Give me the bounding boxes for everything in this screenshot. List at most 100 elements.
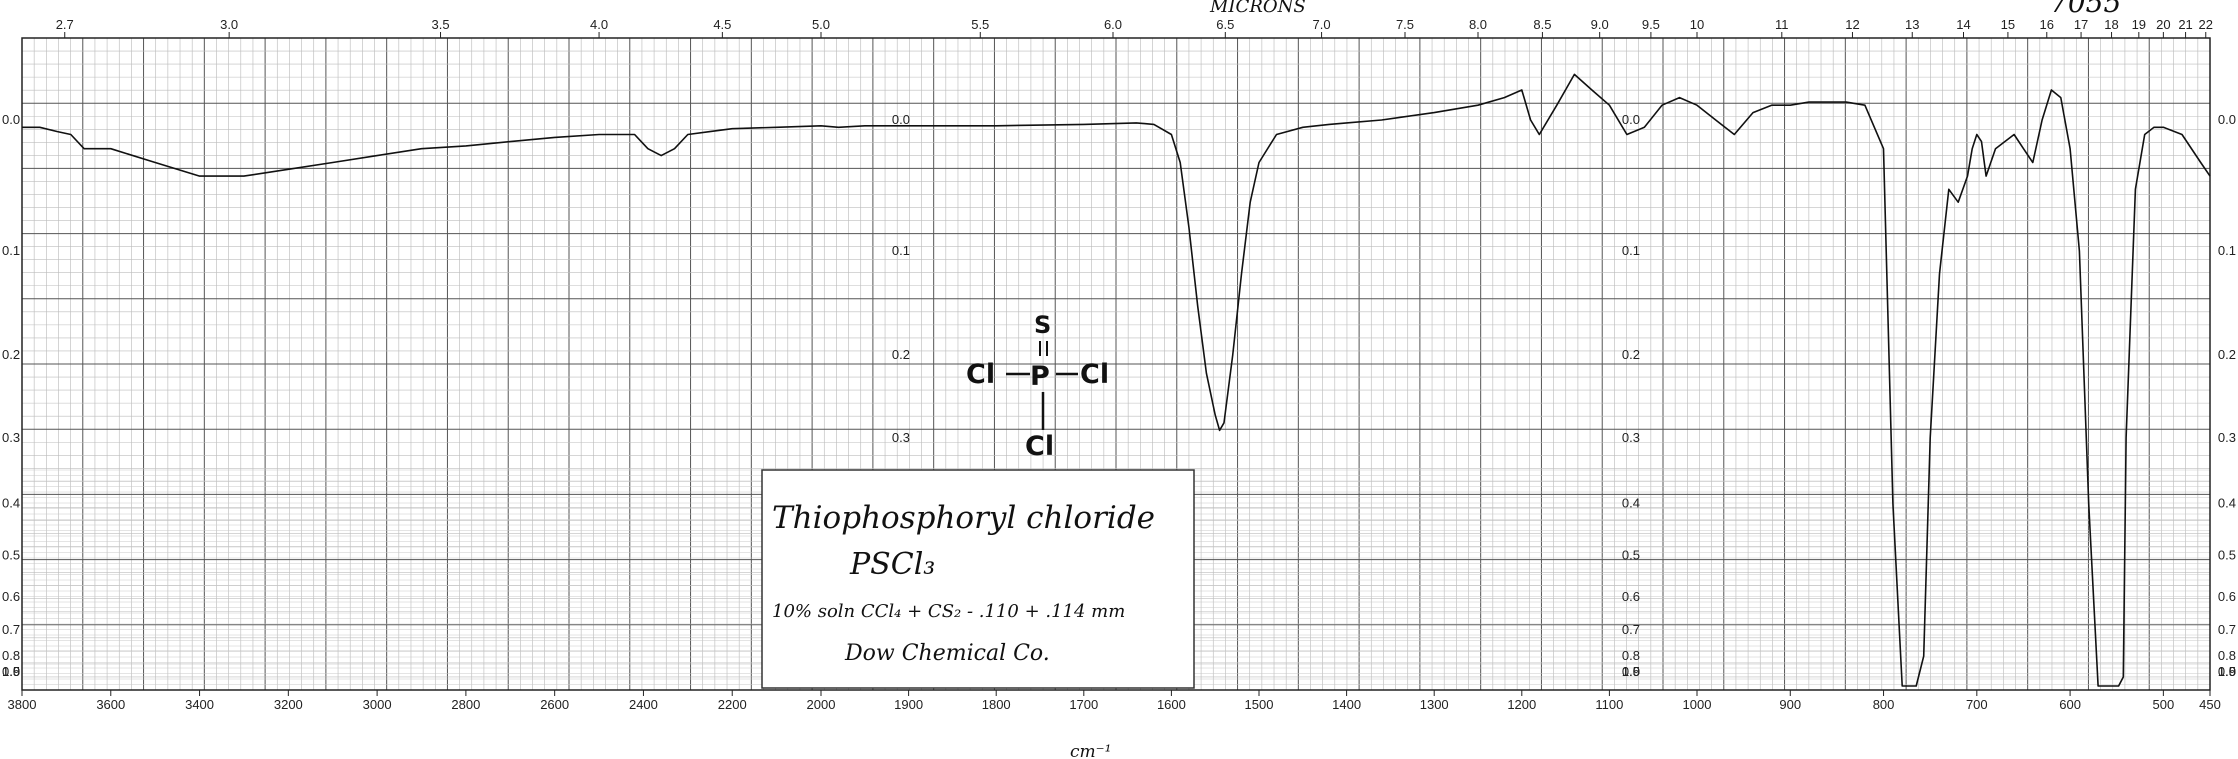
y-tick-label: 0.7: [2218, 622, 2236, 637]
y-axis-ticks-mid2: 0.0 0.1 0.2 0.3 0.4 0.5 0.6 0.7 0.80.91.01.5: [1622, 112, 1640, 679]
micron-tick-label: 13: [1905, 17, 1919, 32]
x-tick-label: 3000: [363, 697, 392, 712]
x-tick-label: 2800: [451, 697, 480, 712]
micron-tick-label: 6.0: [1104, 17, 1122, 32]
x-tick-label: 1000: [1683, 697, 1712, 712]
source-company: Dow Chemical Co.: [844, 641, 1050, 666]
y-axis-ticks-right: 0.0 0.1 0.2 0.3 0.4 0.5 0.6 0.7 0.80.91.01.5: [2218, 112, 2236, 679]
y-tick-label: 0.3: [1622, 430, 1640, 445]
y-tick-label: 0.1: [1622, 243, 1640, 258]
x-tick-label: 2200: [718, 697, 747, 712]
y-tick-label: 0.2: [2218, 347, 2236, 362]
y-axis-ticks-left: 0.0 0.1 0.2 0.3 0.4 0.5 0.6 0.7 0.80.91.01.5: [2, 112, 20, 679]
micron-tick-label: 4.5: [713, 17, 731, 32]
x-tick-label: 1400: [1332, 697, 1361, 712]
y-tick-label: 0.3: [2218, 430, 2236, 445]
y-tick-label: 0.9: [2, 664, 20, 679]
micron-tick-label: 4.0: [590, 17, 608, 32]
x-tick-label: 2600: [540, 697, 569, 712]
micron-tick-label: 5.5: [971, 17, 989, 32]
y-tick-label: 0.0: [1622, 112, 1640, 127]
y-tick-label: 0.7: [1622, 622, 1640, 637]
x-tick-label: 700: [1966, 697, 1988, 712]
micron-tick-label: 9.0: [1591, 17, 1609, 32]
micron-axis-ticks: 2.7 3.0 3.5 4.0 4.5 5.0 5.5 6.0 6.5 7.0 7.5 8.0 8.5 9…: [56, 17, 2213, 38]
y-tick-label: 0.0: [2218, 112, 2236, 127]
y-tick-label: 0.1: [2, 243, 20, 258]
x-tick-label: 1200: [1507, 697, 1536, 712]
x-tick-label: 1800: [982, 697, 1011, 712]
structure-atom-left: Cl: [966, 359, 995, 390]
micron-tick-label: 6.5: [1216, 17, 1234, 32]
micron-tick-label: 10: [1690, 17, 1704, 32]
compound-name: Thiophosphoryl chloride: [772, 500, 1155, 536]
micron-tick-label: 12: [1845, 17, 1859, 32]
x-tick-label: 1600: [1157, 697, 1186, 712]
y-tick-label: 1.0: [2218, 664, 2236, 679]
structure-atom-bottom: Cl: [1025, 431, 1054, 462]
structure-atom-right: Cl: [1080, 359, 1109, 390]
micron-tick-label: 2.7: [56, 17, 74, 32]
micron-tick-label: 17: [2074, 17, 2088, 32]
micron-tick-label: 5.0: [812, 17, 830, 32]
x-tick-label: 2400: [629, 697, 658, 712]
y-tick-label: 0.1: [2218, 243, 2236, 258]
micron-tick-label: 3.5: [431, 17, 449, 32]
structure-atom-top: S: [1034, 311, 1051, 339]
micron-tick-label: 20: [2156, 17, 2170, 32]
x-tick-label: 500: [2153, 697, 2175, 712]
micron-tick-label: 7.5: [1396, 17, 1414, 32]
x-tick-label: 3800: [8, 697, 37, 712]
y-tick-label: 0.9: [1622, 664, 1640, 679]
y-tick-label: 1.5: [1622, 664, 1640, 679]
x-axis-title: cm⁻¹: [1070, 742, 1111, 759]
y-tick-label: 0.3: [892, 430, 910, 445]
micron-tick-label: 14: [1956, 17, 1970, 32]
y-tick-label: 1.5: [2, 664, 20, 679]
y-tick-label: 0.0: [892, 112, 910, 127]
x-tick-label: 2000: [807, 697, 836, 712]
spectrum-series: [22, 73, 2211, 687]
x-tick-label: 900: [1779, 697, 1801, 712]
sample-conditions: 10% soln CCl₄ + CS₂ - .110 + .114 mm: [772, 601, 1125, 622]
micron-tick-label: 22: [2199, 17, 2213, 32]
x-tick-label: 800: [1873, 697, 1895, 712]
x-tick-label: 450: [2199, 697, 2221, 712]
micron-tick-label: 7.0: [1313, 17, 1331, 32]
y-tick-label: 0.8: [1622, 648, 1640, 663]
x-tick-label: 1700: [1069, 697, 1098, 712]
y-tick-label: 0.3: [2, 430, 20, 445]
micron-tick-label: 3.0: [220, 17, 238, 32]
micron-tick-label: 15: [2001, 17, 2015, 32]
y-tick-label: 0.0: [2, 112, 20, 127]
micron-tick-label: 11: [1775, 17, 1789, 32]
y-tick-label: 0.1: [892, 243, 910, 258]
micron-tick-label: 9.5: [1642, 17, 1660, 32]
y-tick-label: 0.6: [2218, 589, 2236, 604]
y-tick-label: 0.8: [2218, 648, 2236, 663]
y-tick-label: 1.0: [2, 664, 20, 679]
x-tick-label: 3400: [185, 697, 214, 712]
x-tick-label: 1300: [1420, 697, 1449, 712]
y-tick-label: 0.5: [2218, 548, 2236, 563]
y-tick-label: 0.2: [892, 347, 910, 362]
y-tick-label: 0.2: [1622, 347, 1640, 362]
y-tick-label: 0.5: [1622, 548, 1640, 563]
x-tick-label: 1100: [1595, 697, 1623, 712]
x-tick-label: 3200: [274, 697, 303, 712]
plot-border: [21, 37, 2211, 691]
spectrum-trace: [22, 73, 2211, 687]
y-tick-label: 1.0: [1622, 664, 1640, 679]
compound-formula: PSCl₃: [849, 547, 935, 582]
y-tick-label: 0.9: [2218, 664, 2236, 679]
y-tick-label: 0.2: [2, 347, 20, 362]
micron-tick-label: 8.5: [1533, 17, 1551, 32]
y-tick-label: 0.4: [1622, 496, 1640, 511]
y-tick-label: 0.8: [2, 648, 20, 663]
y-tick-label: 0.7: [2, 622, 20, 637]
x-tick-label: 1500: [1245, 697, 1274, 712]
x-tick-label: 600: [2059, 697, 2081, 712]
sheet-number: 7055: [2050, 0, 2121, 19]
micron-tick-label: 8.0: [1469, 17, 1487, 32]
micron-axis-title: MICRONS: [1209, 0, 1306, 17]
